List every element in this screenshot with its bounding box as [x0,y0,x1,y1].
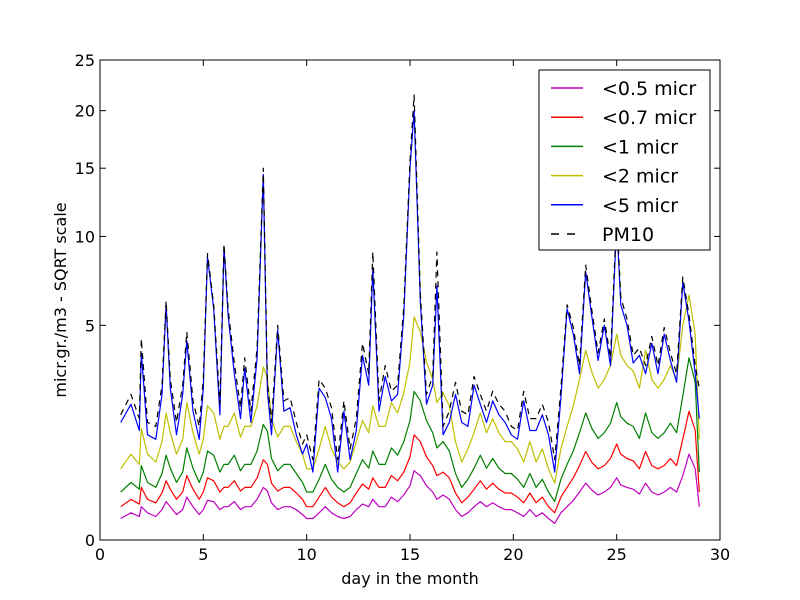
legend-items: <0.5 micr <0.7 micr <1 micr <2 micr <5 micr P… [551,78,696,246]
legend-label: <1 micr [602,136,678,158]
series-line-0-7-micr [120,410,700,514]
legend-label: <2 micr [602,166,678,188]
x-tick-label: 30 [710,545,730,564]
y-tick-label: 10 [75,227,95,246]
x-tick-label: 10 [296,545,316,564]
legend-label: <0.7 micr [602,107,696,129]
x-tick-label: 15 [400,545,420,564]
series-line-pm10 [120,94,700,461]
legend-label: PM10 [602,224,654,246]
y-tick-label: 5 [85,316,95,335]
series-line-5-micr [120,110,700,473]
legend-label: <5 micr [602,195,678,217]
ticks-layer: 0 5 10 15 20 25 30 0 5 10 15 20 25 [75,51,731,564]
y-tick-label: 25 [75,51,95,70]
y-axis-label: micr.gr./m3 - SQRT scale [51,202,70,397]
legend: <0.5 micr <0.7 micr <1 micr <2 micr <5 micr P… [538,69,711,251]
x-tick-label: 20 [503,545,523,564]
y-tick-label: 20 [75,102,95,121]
y-tick-label: 15 [75,159,95,178]
x-tick-label: 5 [198,545,208,564]
series-layer [120,94,700,525]
legend-label: <0.5 micr [602,78,696,100]
legend-box [538,69,711,251]
y-tick-label: 0 [85,531,95,550]
x-axis-label: day in the month [341,569,478,588]
series-line-1-micr [120,357,700,503]
x-tick-label: 0 [95,545,105,564]
series-line-0-5-micr [120,453,700,525]
x-tick-label: 25 [606,545,626,564]
series-line-2-micr [120,294,700,484]
